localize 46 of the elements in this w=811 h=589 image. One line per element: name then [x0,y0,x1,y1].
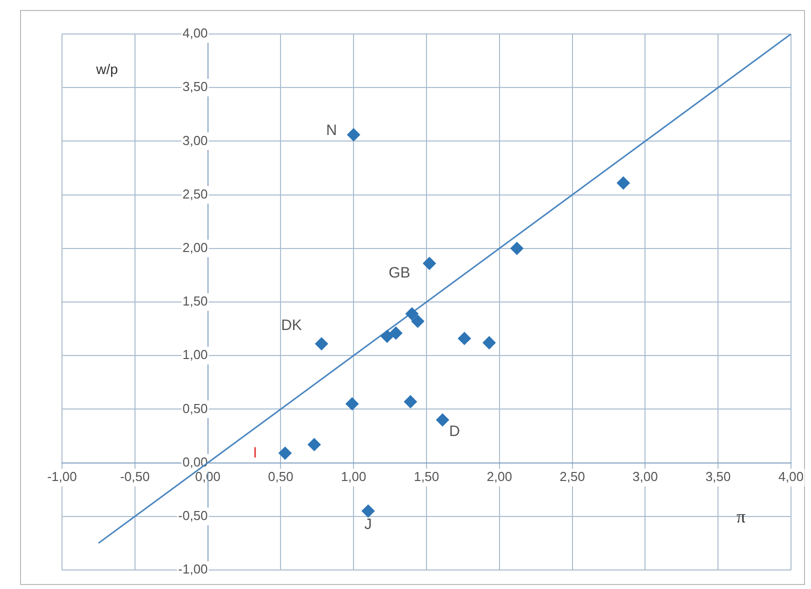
point [362,504,375,518]
x-tick-label: 2,00 [486,469,512,484]
point [278,446,292,460]
y-tick-label: 2,50 [182,186,208,202]
annotation: DK [281,316,302,334]
x-tick-label: 3,00 [632,469,658,484]
x-axis-title: π [736,506,746,527]
annotation: J [364,516,372,534]
y-tick-label: 1,00 [182,347,208,362]
x-tick-label: 1,00 [340,469,366,484]
x-tick-label: 0,50 [268,469,294,484]
point [308,438,321,452]
point [405,307,418,320]
point [422,256,436,270]
point [315,337,328,350]
point [510,242,524,255]
point [616,176,630,190]
y-axis-title: w/p [95,60,118,77]
point [411,314,424,328]
y-tick-label: 0,00 [182,454,208,470]
y-tick-label: 1,50 [182,294,208,309]
point [482,336,496,350]
point [404,395,417,408]
point [389,326,402,340]
y-tick-label: 0,50 [182,400,208,416]
point [347,128,360,142]
x-tick-label: 1,50 [414,469,440,484]
y-tick-label: -1,00 [178,562,208,577]
x-tick-label: -1,00 [47,469,77,484]
y-tick-label: -0,50 [178,508,208,523]
y-tick-label: 2,00 [182,240,208,255]
point [458,332,471,345]
x-tick-label: 4,00 [778,469,804,484]
annotation: D [449,423,460,440]
y-tick-label: 4,00 [182,26,208,41]
annotation: GB [388,264,410,282]
annotation: I [252,444,258,462]
x-tick-label: -0,50 [120,469,150,484]
point [436,413,450,426]
x-tick-label: 3,50 [705,469,731,484]
annotation: N [326,122,338,139]
x-tick-label: 2,50 [560,469,585,484]
point [380,330,394,343]
point [346,397,359,410]
y-tick-label: 3,50 [182,79,208,94]
y-tick-label: 3,00 [182,132,208,148]
